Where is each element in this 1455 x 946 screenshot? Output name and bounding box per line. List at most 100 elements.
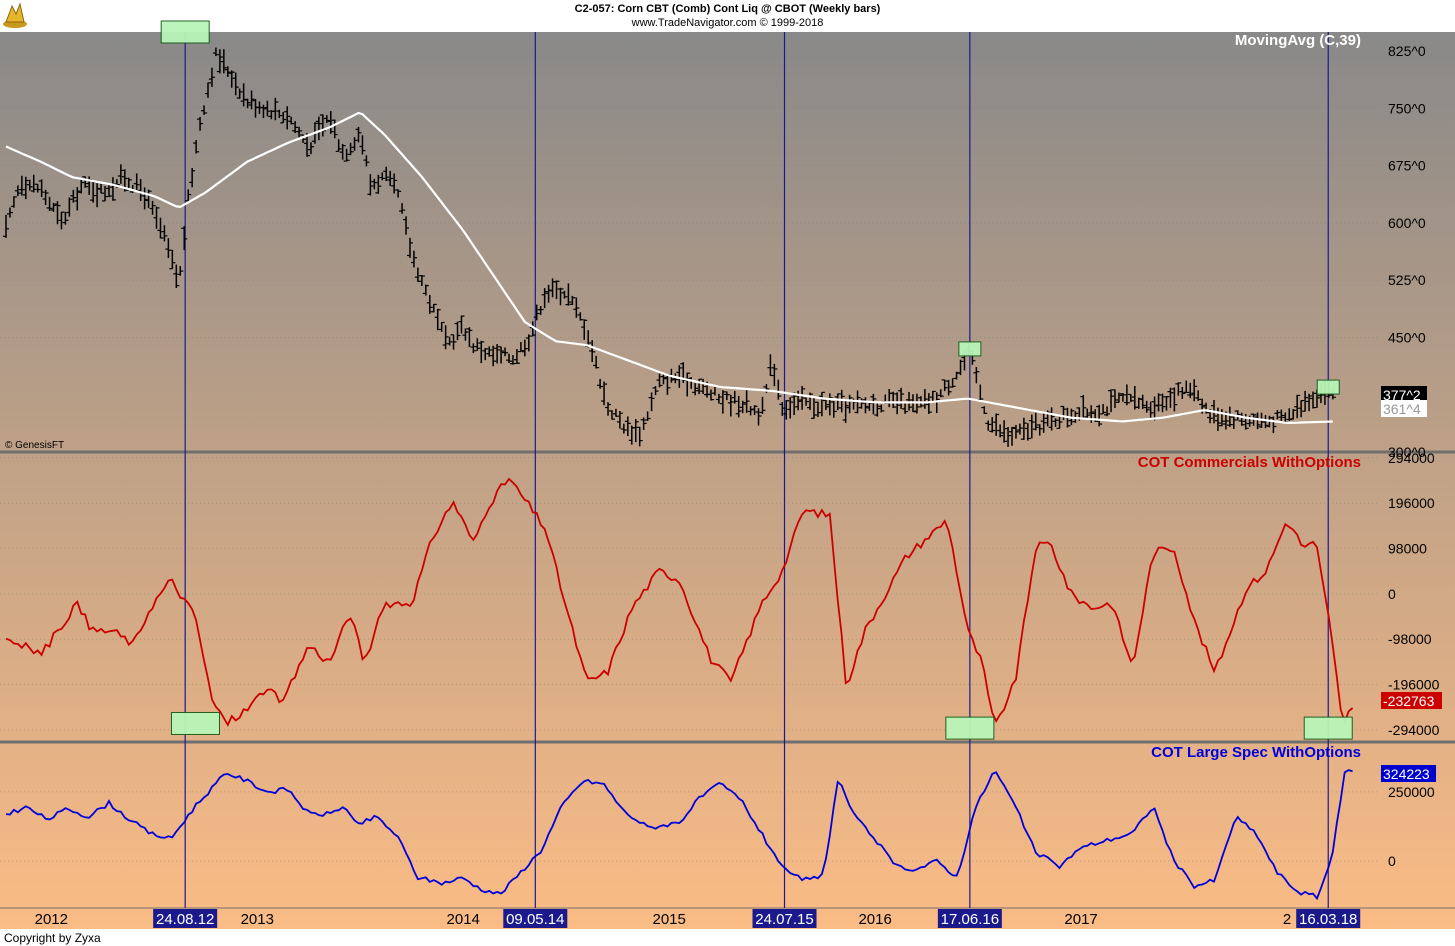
price-bar xyxy=(985,420,992,431)
price-bar xyxy=(624,416,631,437)
price-bar xyxy=(870,393,877,415)
price-bar xyxy=(1127,393,1134,403)
price-bar xyxy=(1100,404,1107,415)
event-marker-layer xyxy=(184,32,1329,908)
price-bar xyxy=(1119,393,1126,402)
price-bar xyxy=(822,399,829,411)
price-bar xyxy=(791,392,798,416)
price-bar xyxy=(656,373,663,388)
price-bar xyxy=(1171,387,1178,412)
price-bar xyxy=(846,394,853,414)
price-bar xyxy=(541,288,548,309)
price-bar xyxy=(874,401,881,417)
price-bar xyxy=(327,111,334,134)
price-bar xyxy=(307,142,314,155)
price-bar xyxy=(838,389,845,413)
genesis-watermark: © GenesisFT xyxy=(5,440,64,451)
y-tick-label: 196000 xyxy=(1388,495,1435,511)
commercials-last-tag: -232763 xyxy=(1383,693,1435,709)
price-bar xyxy=(1175,382,1182,396)
price-bar xyxy=(509,355,516,365)
price-bar xyxy=(573,297,580,318)
price-bar xyxy=(335,139,342,152)
price-bar xyxy=(700,378,707,394)
price-bar xyxy=(1028,414,1035,439)
price-bar xyxy=(1123,384,1130,406)
price-bar xyxy=(1016,423,1023,435)
price-bar xyxy=(70,189,77,203)
price-bar xyxy=(204,82,211,98)
price-bar xyxy=(42,189,49,205)
price-bar xyxy=(1143,400,1150,413)
price-bar xyxy=(284,106,291,130)
price-bar xyxy=(1183,380,1190,394)
price-bar xyxy=(620,423,627,434)
price-bar xyxy=(1191,379,1198,402)
copyright-text: Copyright by Zyxa xyxy=(4,931,101,945)
price-bar xyxy=(672,373,679,384)
x-year-label: 2 xyxy=(1283,911,1291,928)
price-bar xyxy=(201,105,208,115)
price-bar xyxy=(759,396,766,414)
price-bar xyxy=(1052,418,1059,427)
price-bar xyxy=(1056,416,1063,430)
price-bar xyxy=(719,390,726,414)
price-bar xyxy=(145,189,152,208)
price-bar xyxy=(1167,387,1174,408)
price-bar xyxy=(34,183,41,193)
last-close-tag-bg xyxy=(1381,386,1427,403)
price-bar xyxy=(422,284,429,296)
highlight-box xyxy=(1316,379,1340,395)
price-bar xyxy=(767,354,774,377)
price-bar xyxy=(783,400,790,420)
price-bar xyxy=(593,355,600,369)
price-bar xyxy=(636,426,643,447)
price-bar xyxy=(612,408,619,417)
price-bar xyxy=(1060,405,1067,421)
price-bar xyxy=(391,173,398,194)
price-bar xyxy=(581,319,588,340)
price-bar xyxy=(315,116,322,141)
date-badge-label: 24.07.15 xyxy=(755,911,813,928)
price-bar xyxy=(181,226,188,251)
price-bar xyxy=(98,183,105,194)
price-bar xyxy=(454,321,461,341)
price-bar xyxy=(644,411,651,421)
price-bar xyxy=(355,126,362,143)
price-bar xyxy=(395,189,402,198)
price-bar xyxy=(78,178,85,194)
price-bar xyxy=(1298,399,1305,418)
price-bar xyxy=(1108,389,1115,413)
price-bar xyxy=(1151,396,1158,421)
price-bar xyxy=(272,97,279,121)
price-bar xyxy=(331,119,338,139)
price-bar xyxy=(949,378,956,388)
chart-background xyxy=(0,32,1455,929)
price-bar xyxy=(157,217,164,239)
y-tick-label: 0 xyxy=(1388,853,1396,869)
price-bar xyxy=(1286,408,1293,421)
price-bar xyxy=(6,207,13,218)
price-bar xyxy=(474,338,481,351)
y-tick-label: -98000 xyxy=(1388,631,1432,647)
price-bar xyxy=(304,133,311,157)
price-bar xyxy=(224,66,231,77)
price-bar xyxy=(50,202,57,212)
price-bar xyxy=(577,312,584,321)
y-tick-label: 450^0 xyxy=(1388,329,1426,345)
price-bar xyxy=(494,344,501,364)
date-badge-bg xyxy=(503,909,568,928)
y-tick-label: 600^0 xyxy=(1388,215,1426,231)
price-bar xyxy=(66,197,73,217)
price-bar xyxy=(1001,420,1008,443)
price-bar xyxy=(470,343,477,354)
price-bar xyxy=(605,402,612,416)
price-bar xyxy=(862,397,869,414)
price-bar xyxy=(842,399,849,423)
price-bar xyxy=(197,116,204,131)
last-ma-tag: 361^4 xyxy=(1383,401,1421,417)
price-bar xyxy=(692,383,699,396)
price-bar xyxy=(814,401,821,418)
